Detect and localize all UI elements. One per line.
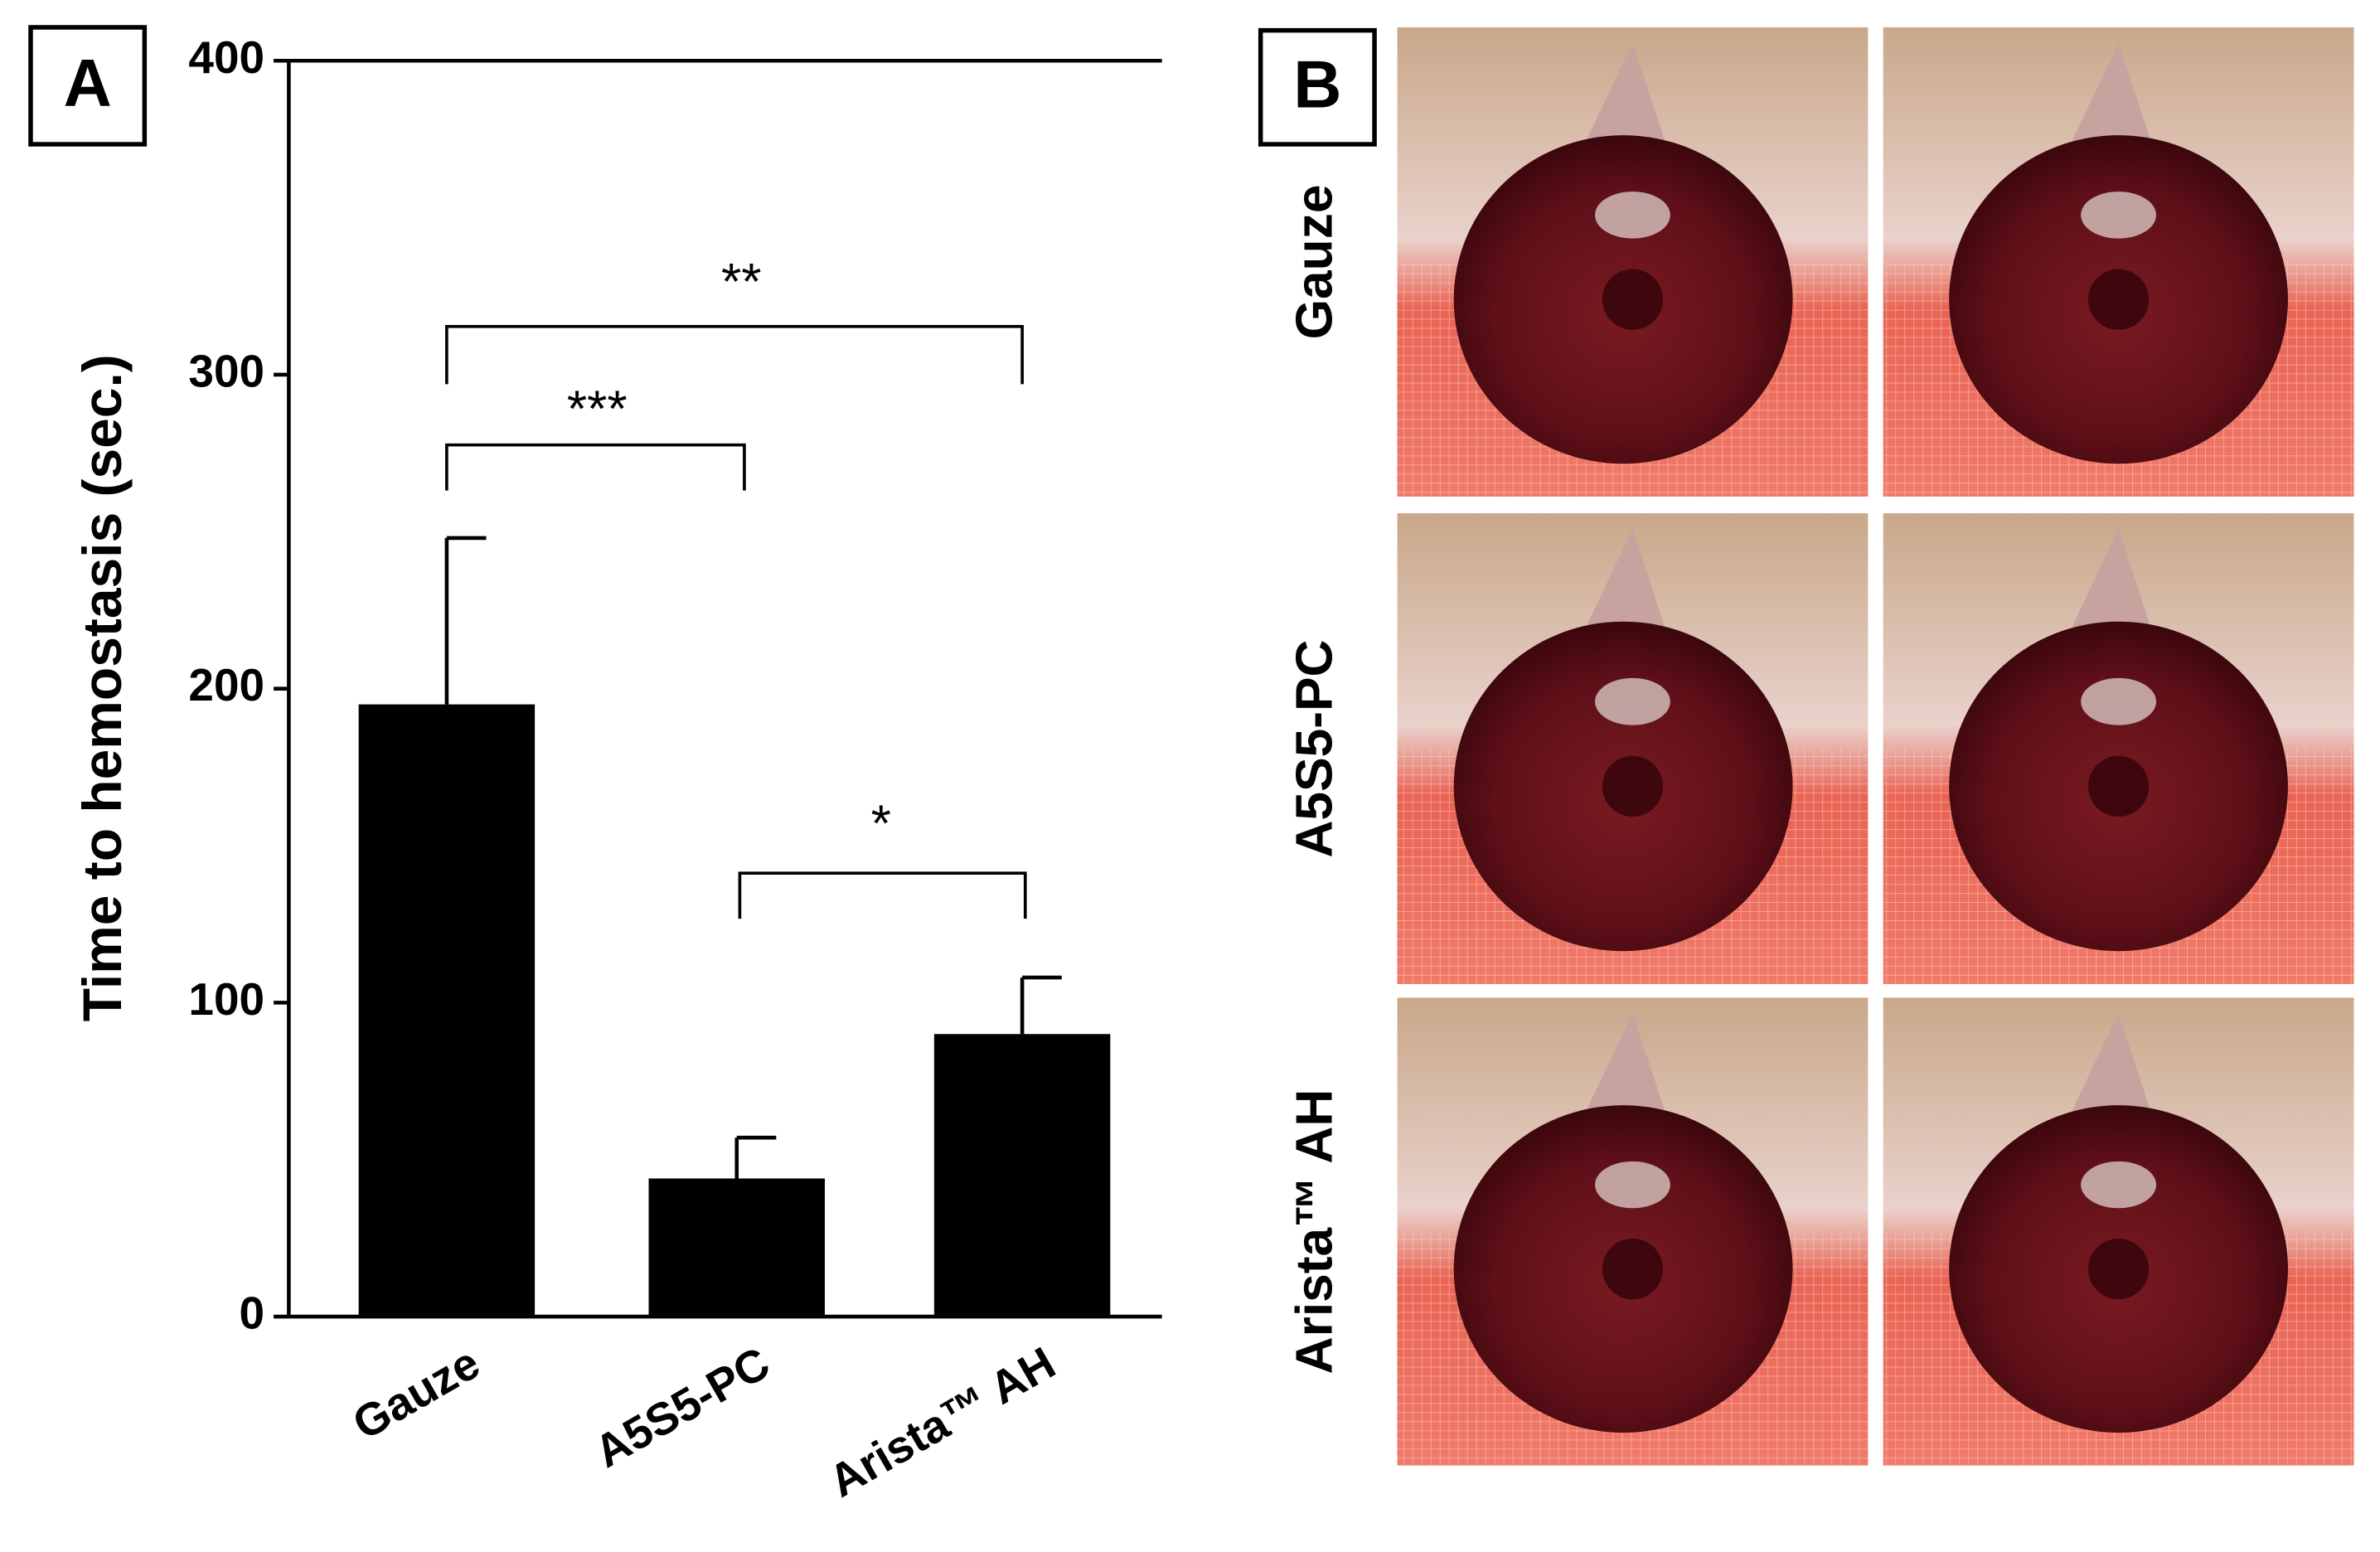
x-tick-label: Arista™ AH [820,1336,1064,1506]
x-tick-label: Gauze [344,1336,488,1449]
significance-bracket [445,443,746,491]
panel-label-box [28,25,148,147]
y-tick-label: 200 [188,659,264,711]
photo-highlight [1595,677,1670,725]
y-tick-label: 100 [188,973,264,1025]
photo-wound [2087,1239,2150,1300]
photo-highlight [2081,1161,2157,1209]
significance-label: * [871,796,891,853]
y-tick-label: 400 [188,32,264,83]
panel-label: A [64,46,112,121]
photo-wound [2087,755,2150,817]
photo-wound [1602,755,1664,817]
photo-panel: B Gauze A5S5-PC Arista™ AH [1258,27,2354,1466]
significance-bracket [445,324,1024,385]
photo-wound [1602,1239,1664,1300]
x-tick-label: A5S5-PC [586,1336,778,1477]
y-tick-label: 0 [240,1288,265,1339]
photo-highlight [1595,192,1670,239]
significance-bracket [738,871,1027,919]
photo-wound [1602,269,1664,330]
y-tick-label: 300 [188,345,264,396]
photo-highlight [2081,677,2157,725]
row-label: A5S5-PC [1287,640,1344,858]
significance-label: *** [567,381,628,439]
panel-label: B [1293,47,1341,122]
bar [648,1178,825,1317]
significance-label: ** [721,254,761,311]
y-axis-label: Time to hemostasis (sec.) [71,354,133,1021]
panel-label-box [1258,27,1377,147]
photo-wound [2087,269,2150,330]
bar [933,1034,1111,1317]
row-label: Arista™ AH [1287,1089,1344,1375]
bar [358,704,536,1317]
photo-highlight [2081,192,2157,239]
photo-highlight [1595,1161,1670,1209]
row-label: Gauze [1287,185,1344,340]
